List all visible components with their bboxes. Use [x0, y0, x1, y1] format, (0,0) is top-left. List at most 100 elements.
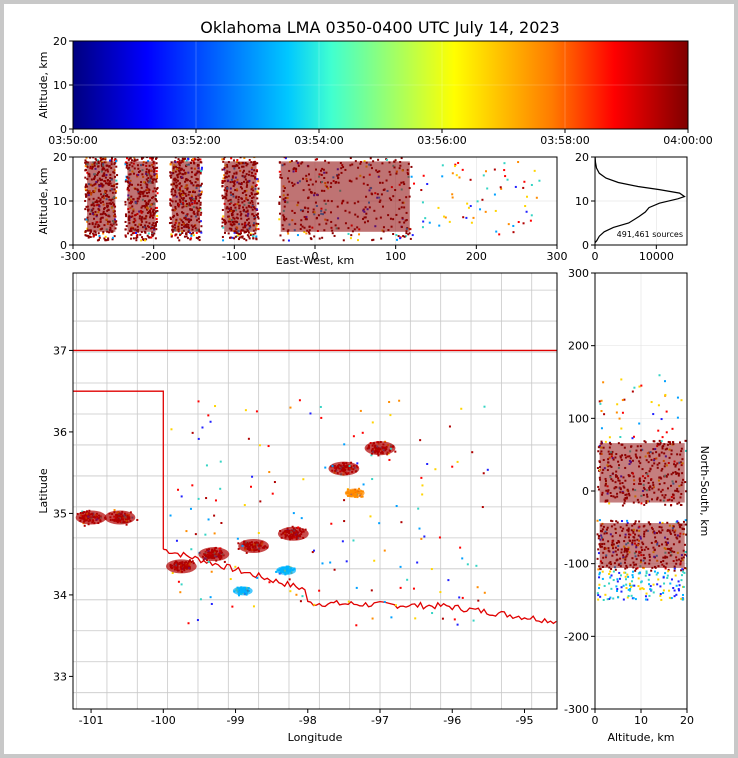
source-point [481, 198, 484, 201]
source-point [233, 237, 236, 240]
source-point [214, 499, 217, 502]
source-point [395, 234, 398, 237]
source-point [608, 441, 611, 444]
y-tick-label: -300 [564, 703, 589, 716]
source-point [362, 483, 365, 486]
source-point [682, 570, 685, 573]
source-point [602, 381, 605, 384]
source-point [178, 159, 181, 162]
source-point [608, 598, 611, 601]
source-point [256, 197, 259, 200]
source-point [640, 502, 643, 505]
source-point [200, 193, 203, 196]
source-point [190, 237, 193, 240]
source-point [84, 165, 87, 168]
source-point [191, 560, 194, 563]
source-point [124, 180, 127, 183]
source-point [282, 239, 285, 242]
source-point [257, 222, 260, 225]
source-point [324, 159, 327, 162]
source-point [105, 239, 108, 242]
x-tick-label: -100 [222, 250, 247, 263]
source-core [87, 161, 116, 232]
source-point [677, 580, 680, 583]
source-point [483, 591, 486, 594]
source-point [97, 232, 100, 235]
source-point [151, 158, 154, 161]
source-point [252, 605, 255, 608]
source-point [672, 441, 675, 444]
source-point [677, 521, 680, 524]
source-point [637, 572, 640, 575]
source-point [640, 581, 643, 584]
altitude-ns-xlabel: Altitude, km [607, 731, 674, 744]
source-point [237, 232, 240, 235]
source-point [608, 572, 611, 575]
source-point [84, 188, 87, 191]
source-point [597, 537, 600, 540]
source-point [197, 437, 200, 440]
source-point [623, 502, 626, 505]
source-point [616, 588, 619, 591]
source-point [289, 590, 292, 593]
source-point [610, 587, 613, 590]
source-point [448, 220, 451, 223]
source-point [400, 521, 403, 524]
source-point [228, 236, 231, 239]
source-point [664, 572, 667, 575]
source-point [680, 579, 683, 582]
source-point [151, 157, 154, 159]
source-point [347, 488, 350, 491]
source-point [237, 594, 240, 597]
source-point [643, 503, 646, 506]
source-point [451, 172, 454, 175]
source-point [268, 471, 271, 474]
source-point [343, 443, 346, 446]
source-point [314, 158, 317, 161]
source-point [615, 585, 618, 588]
source-point [645, 570, 648, 573]
source-point [230, 157, 233, 160]
source-point [125, 166, 128, 169]
y-tick-label: 20 [53, 35, 67, 48]
source-point [660, 418, 663, 421]
source-point [636, 567, 639, 570]
y-tick-label: 100 [568, 412, 589, 425]
source-point [486, 468, 489, 471]
source-point [598, 567, 601, 570]
source-point [481, 506, 484, 509]
source-point [131, 232, 134, 235]
source-point [189, 231, 192, 234]
source-point [200, 169, 203, 172]
source-point [410, 165, 413, 168]
source-point [190, 232, 193, 235]
source-point [125, 164, 128, 167]
source-point [129, 157, 132, 160]
source-point [305, 232, 308, 235]
source-point [462, 216, 465, 219]
source-point [99, 159, 102, 162]
source-point [222, 158, 225, 161]
storm-core [277, 526, 309, 541]
source-point [179, 591, 182, 594]
source-point [179, 232, 182, 235]
source-point [209, 420, 212, 423]
source-point [140, 157, 143, 160]
source-point [221, 208, 224, 211]
source-point [458, 596, 461, 599]
source-point [500, 187, 503, 190]
source-point [612, 597, 615, 600]
source-point [169, 216, 172, 219]
source-point [645, 592, 648, 595]
source-point [665, 431, 668, 434]
north-south-panel: 0 10 20 -300 -200 -100 0 100 200 300 Altitude, km… [564, 267, 711, 744]
source-point [192, 234, 195, 237]
source-point [169, 163, 172, 166]
source-point [612, 579, 615, 582]
x-tick-label: 20 [680, 714, 694, 727]
source-point [88, 235, 91, 238]
source-point [606, 598, 609, 601]
source-point [486, 187, 489, 190]
source-point [156, 166, 159, 169]
source-point [197, 157, 200, 159]
